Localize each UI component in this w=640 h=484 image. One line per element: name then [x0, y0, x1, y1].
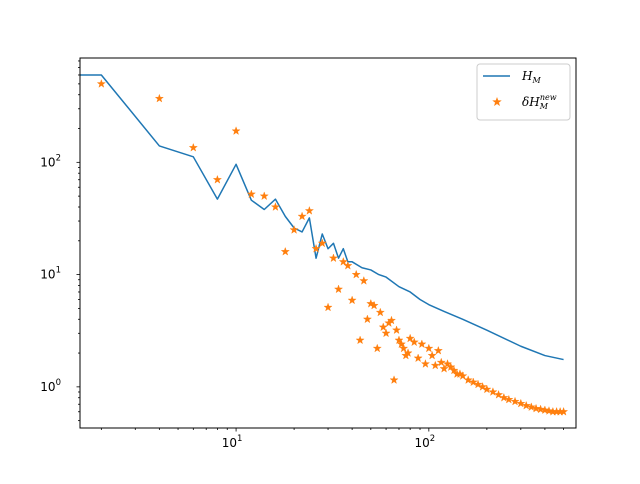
- data-point-star: [427, 350, 437, 360]
- data-point-star: [420, 359, 430, 368]
- data-point-star: [386, 315, 397, 325]
- data-point-star: [391, 325, 402, 335]
- y-tick-label: 101: [40, 266, 61, 282]
- data-point-star: [499, 392, 509, 402]
- data-point-star: [96, 79, 106, 88]
- data-point-star: [463, 375, 473, 384]
- y-axis: 100 101 102: [40, 60, 80, 422]
- data-point-star: [343, 260, 353, 270]
- y-tick-label: 100: [40, 378, 61, 394]
- data-point-star: [433, 345, 443, 355]
- data-point-star: [559, 406, 569, 416]
- data-point-star: [381, 328, 391, 338]
- data-point-star: [270, 202, 280, 211]
- data-point-star: [333, 284, 344, 294]
- data-point-star: [188, 142, 198, 152]
- data-point-star: [246, 189, 256, 199]
- data-point-star: [516, 398, 526, 408]
- data-point-star: [362, 314, 372, 324]
- data-point-star: [458, 371, 468, 380]
- data-point-star: [347, 295, 357, 305]
- data-point-star: [154, 93, 164, 103]
- data-point-star: [409, 337, 419, 347]
- data-point-star: [482, 384, 492, 394]
- data-point-star: [439, 363, 449, 373]
- data-point-star: [436, 357, 446, 367]
- data-point-star: [311, 243, 321, 253]
- data-point-star: [359, 276, 369, 285]
- data-point-star: [473, 379, 483, 389]
- data-point-star: [468, 377, 478, 387]
- data-point-star: [338, 256, 348, 266]
- data-point-star: [323, 302, 333, 312]
- data-point-star: [478, 382, 488, 391]
- data-point-star: [212, 174, 222, 184]
- series-line-hm: [80, 74, 564, 361]
- x-tick-label: 101: [222, 434, 243, 450]
- data-point-star: [493, 389, 504, 399]
- y-tick-label: 102: [40, 153, 61, 169]
- data-point-star: [446, 362, 456, 371]
- data-point-star: [405, 333, 415, 343]
- data-point-star: [417, 339, 427, 349]
- plot-area: [80, 74, 569, 416]
- data-point-star: [351, 269, 361, 279]
- legend-box: [476, 63, 571, 121]
- data-point-star: [396, 339, 406, 349]
- data-point-star: [389, 375, 399, 384]
- data-point-star: [526, 402, 536, 412]
- data-point-star: [403, 348, 413, 357]
- data-point-star: [413, 353, 423, 363]
- data-point-star: [304, 205, 314, 215]
- data-point-star: [531, 403, 541, 413]
- data-point-star: [355, 335, 365, 345]
- data-point-star: [488, 387, 498, 396]
- data-point-star: [372, 343, 382, 353]
- data-point-star: [424, 343, 434, 353]
- data-point-star: [369, 300, 379, 310]
- data-point-star: [328, 253, 339, 263]
- data-point-star: [504, 394, 514, 404]
- data-point-star: [259, 191, 269, 201]
- legend-swatch-star: [492, 96, 502, 107]
- x-tick-label: 102: [414, 434, 435, 450]
- data-point-star: [317, 238, 327, 248]
- data-point-star: [449, 365, 459, 375]
- data-point-star: [378, 322, 388, 332]
- data-point-star: [297, 211, 307, 221]
- data-point-star: [375, 307, 385, 317]
- data-point-star: [430, 360, 440, 370]
- data-point-star: [536, 404, 546, 414]
- data-point-star: [510, 396, 520, 406]
- data-point-star: [394, 335, 404, 345]
- data-point-star: [280, 246, 290, 256]
- data-point-star: [289, 225, 299, 234]
- data-point-star: [231, 126, 241, 135]
- x-axis: 101 102: [100, 428, 564, 450]
- data-point-star: [399, 343, 409, 353]
- series-group: [80, 74, 569, 416]
- data-point-star: [521, 400, 531, 410]
